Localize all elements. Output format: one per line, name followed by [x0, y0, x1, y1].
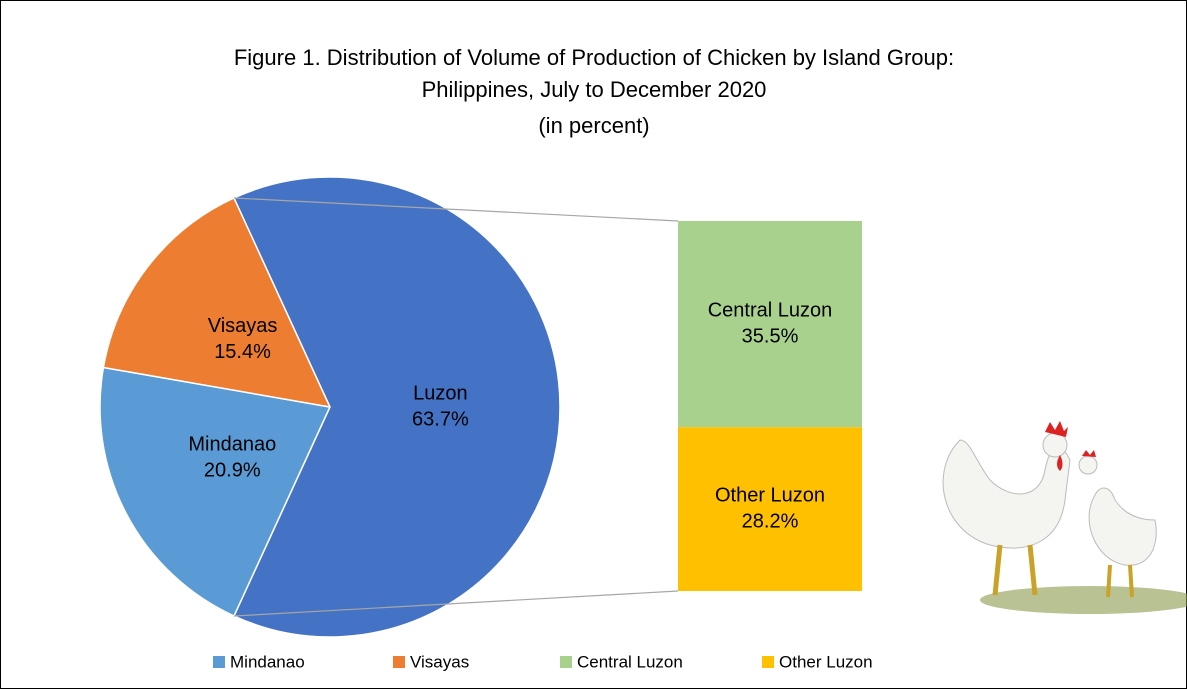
- chart-subtitle: Philippines, July to December 2020: [422, 77, 767, 102]
- pie-slice: [102, 196, 332, 408]
- segment-value-label: 35.5%: [742, 325, 799, 347]
- pie-slice: [233, 176, 561, 638]
- connector-line: [234, 590, 679, 617]
- legend-swatch: [762, 656, 774, 668]
- slice-label: Visayas: [208, 315, 278, 337]
- chart-title: Figure 1. Distribution of Volume of Prod…: [234, 45, 954, 70]
- slice-value-label: 15.4%: [214, 341, 271, 363]
- unit-note: (in percent): [538, 113, 649, 138]
- slice-value-label: 20.9%: [204, 460, 261, 482]
- legend-swatch: [393, 656, 405, 668]
- legend-swatch: [213, 656, 225, 668]
- bar-segment: [678, 427, 862, 591]
- bar-segment: [678, 221, 862, 428]
- chicken-illustration: [942, 421, 1187, 614]
- legend-label: Mindanao: [230, 652, 305, 671]
- legend-swatch: [560, 656, 572, 668]
- segment-label: Other Luzon: [715, 484, 825, 506]
- slice-label: Mindanao: [188, 434, 276, 456]
- segment-value-label: 28.2%: [742, 510, 799, 532]
- slice-value-label: 63.7%: [412, 408, 469, 430]
- legend-label: Other Luzon: [779, 652, 873, 671]
- segment-label: Central Luzon: [708, 299, 833, 321]
- pie-slice: [99, 366, 332, 618]
- slice-label: Luzon: [413, 382, 468, 404]
- legend-label: Visayas: [410, 652, 469, 671]
- connector-line: [234, 197, 679, 222]
- legend-label: Central Luzon: [577, 652, 683, 671]
